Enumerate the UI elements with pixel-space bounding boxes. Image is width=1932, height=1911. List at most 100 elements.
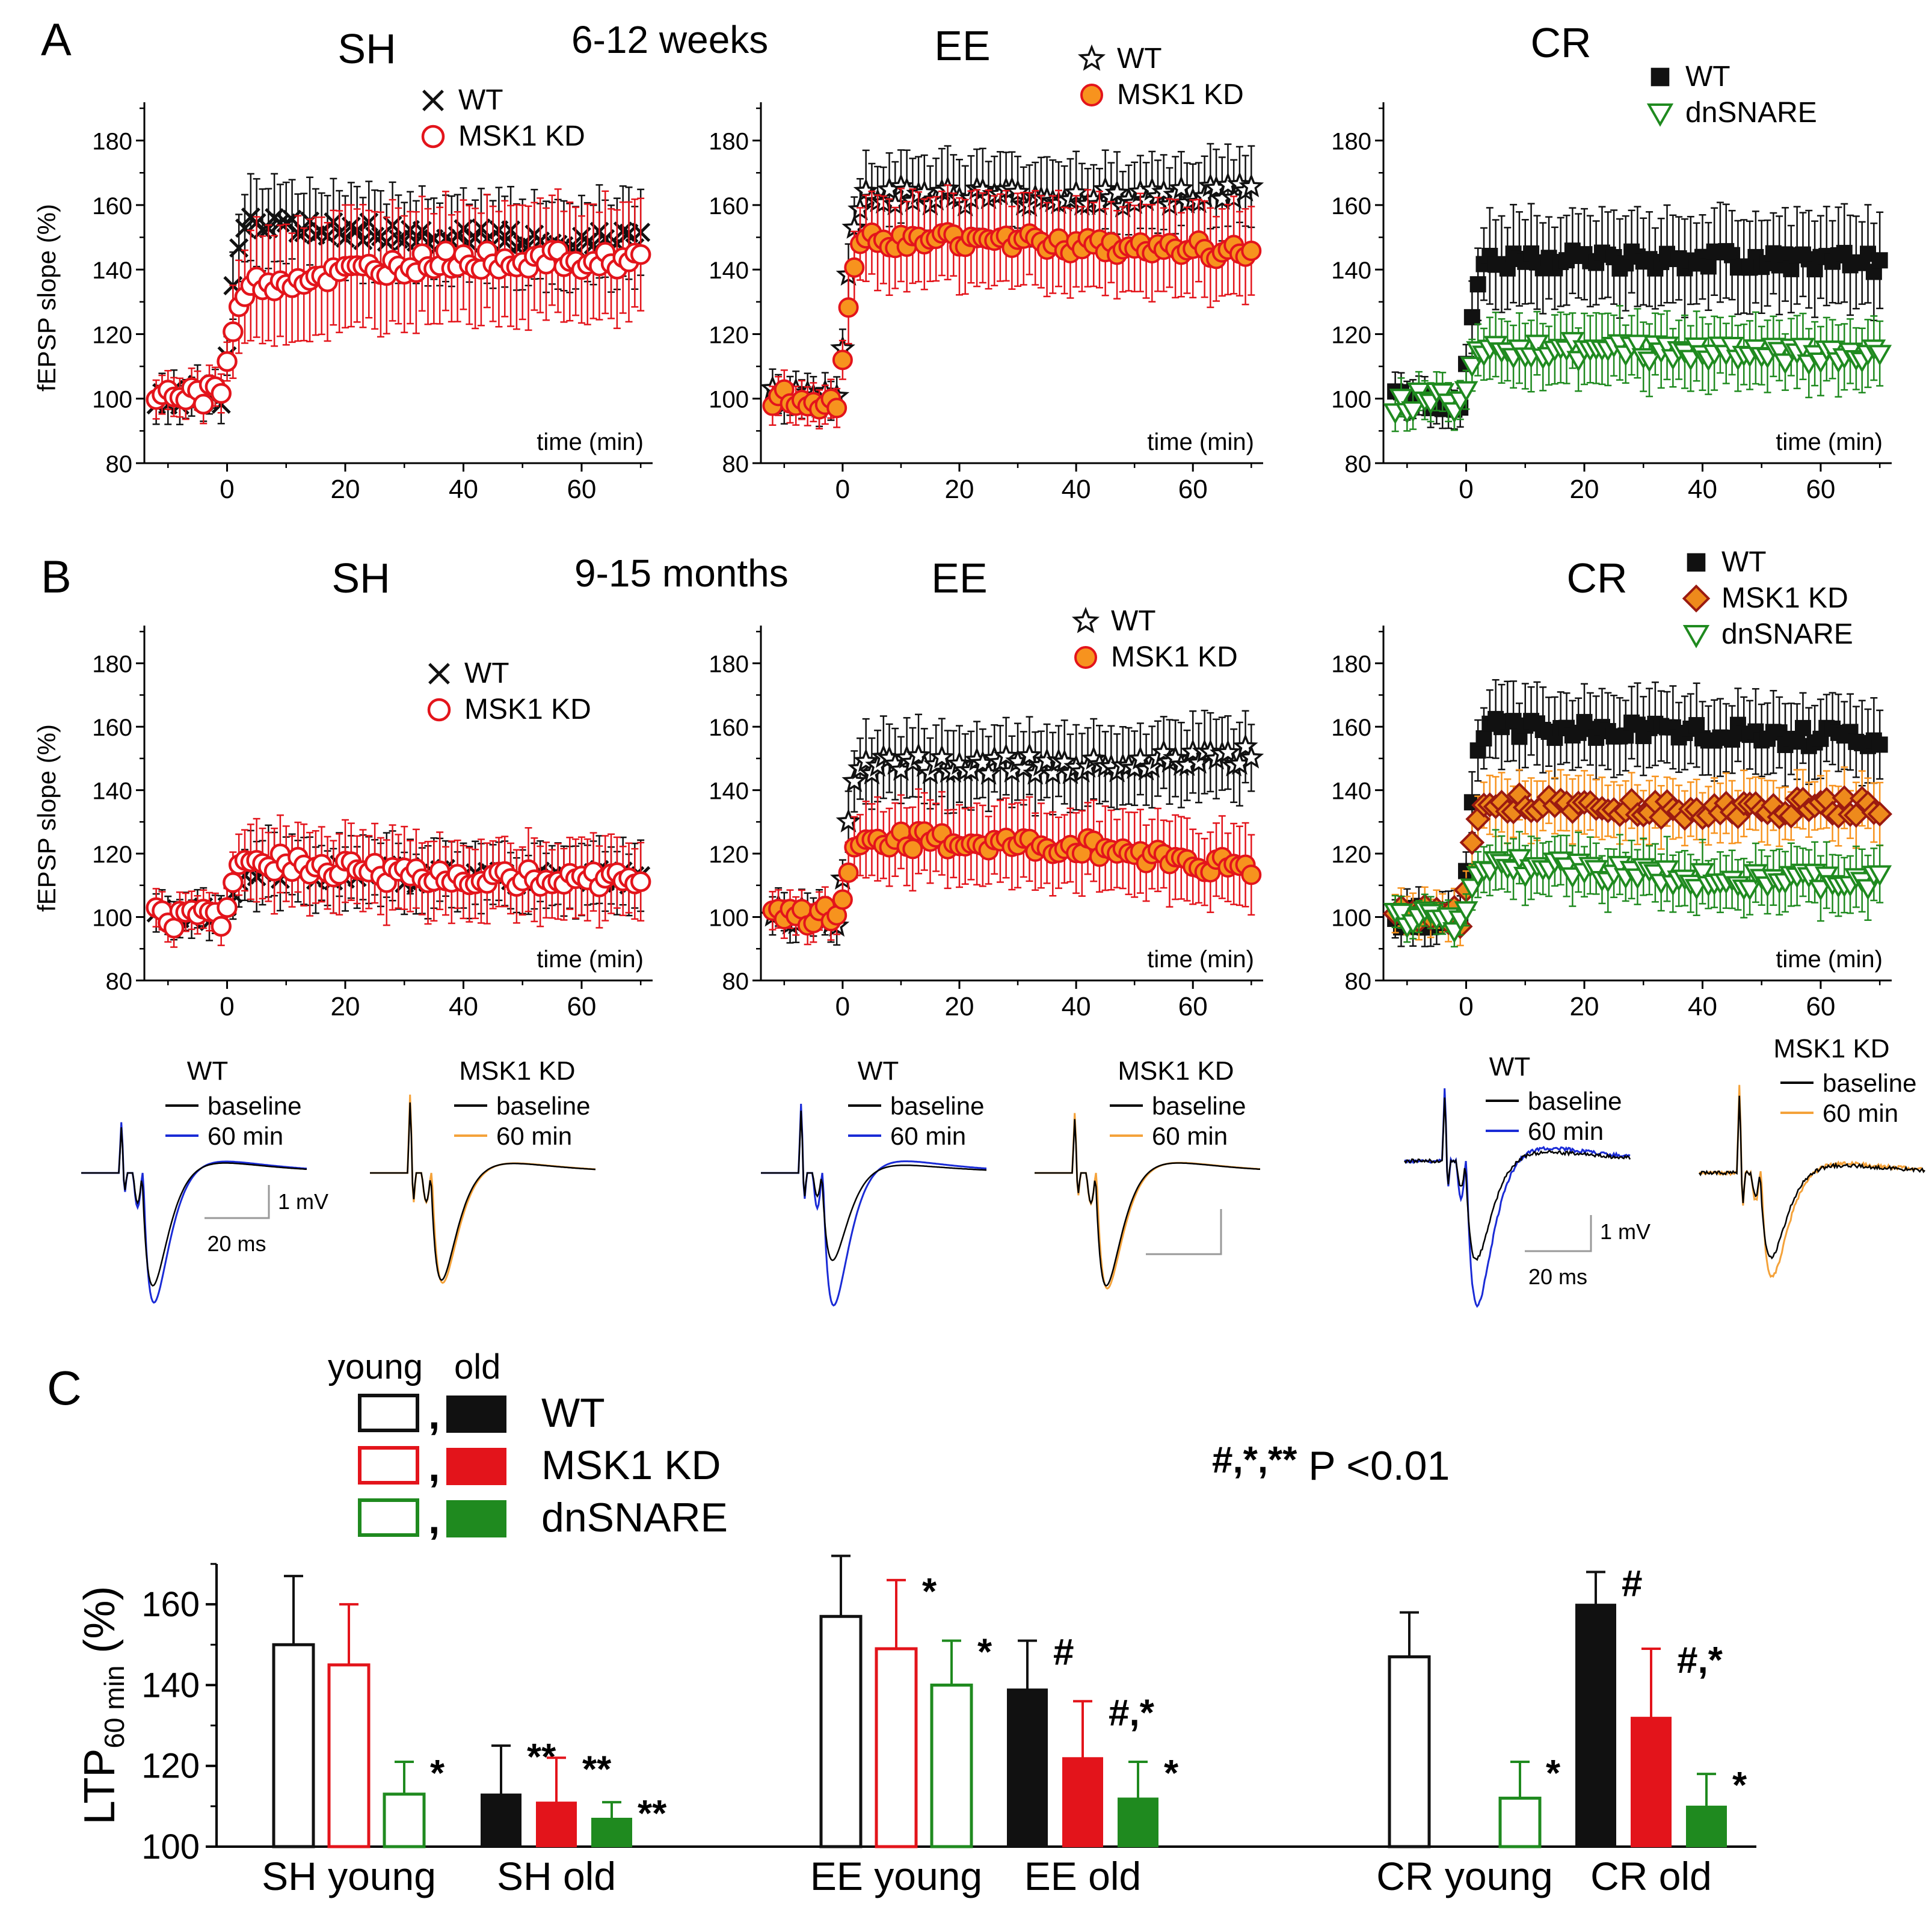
data-point: [993, 743, 1019, 767]
x-tick-label: 20: [1570, 992, 1599, 1021]
data-point: [1469, 276, 1486, 293]
data-point: [1454, 381, 1478, 402]
timecourse-panel-b-sh: 80 100 120 140 160 180 0 20 40 60 time (min) fEPSP …: [32, 555, 653, 1021]
data-point: [835, 808, 861, 832]
y-tick-label: 160: [1331, 193, 1371, 220]
x-tick-label: 0: [835, 475, 850, 504]
p-value-note: #,*,** P <0.01: [1212, 1439, 1450, 1489]
data-point: [211, 383, 232, 404]
x-axis-label: time (min): [1776, 946, 1883, 973]
timecourse-panel-a-sh: 80 100 120 140 160 180 0 20 40 60 time (min) fEPSP …: [32, 25, 653, 504]
trace-baseline: [1404, 1097, 1631, 1261]
legend-label: MSK1 KD: [1721, 582, 1848, 614]
data-point: [223, 872, 244, 893]
legend-old-swatch: [446, 1500, 506, 1537]
data-point: [630, 244, 651, 265]
x-tick-label: 40: [449, 992, 478, 1021]
data-point: [1871, 736, 1888, 753]
data-point: [1051, 748, 1077, 773]
bar: [1631, 1717, 1672, 1847]
y-tick-label: 80: [722, 451, 749, 478]
bar-legend: young old, WT, MSK1 KD, dnSNARE: [328, 1347, 728, 1542]
y-tick-label: 160: [92, 715, 132, 741]
legend-label: WT: [1721, 546, 1767, 578]
scale-mv-label: 1 mV: [1600, 1219, 1651, 1244]
bar-y-axis-label: LTP60 min (%): [76, 1586, 130, 1825]
data-point: [1454, 901, 1478, 923]
series-msk1-kd: [146, 188, 651, 425]
legend-label: WT: [1111, 605, 1156, 637]
legend-label: dnSNARE: [1721, 618, 1853, 650]
legend-label: WT: [1117, 43, 1162, 75]
x-tick-label: 20: [1570, 475, 1599, 504]
bar-y-tick-label: 140: [141, 1666, 200, 1705]
y-tick-label: 80: [106, 451, 133, 478]
data-point: [902, 839, 923, 860]
legend-old-swatch: [446, 1448, 506, 1485]
data-point: [1794, 719, 1811, 736]
data-point: [1241, 240, 1262, 261]
data-point: [1690, 863, 1715, 884]
data-point: [1430, 383, 1455, 405]
data-point: [1401, 401, 1426, 422]
legend-header-young: young: [328, 1347, 423, 1386]
x-tick-label: 60: [1806, 992, 1835, 1021]
legend-entry: MSK1 KD: [1080, 79, 1244, 111]
legend-entry: dnSNARE: [1682, 618, 1853, 650]
data-point: [1554, 857, 1579, 879]
trace-baseline: [761, 1110, 987, 1261]
series-wt: [760, 709, 1264, 946]
legend-entry: MSK1 KD: [421, 120, 585, 152]
bar: [1007, 1688, 1048, 1847]
data-point: [1151, 739, 1177, 763]
significance-mark: **: [582, 1749, 612, 1790]
y-tick-label: 140: [92, 257, 132, 284]
data-point: [1868, 345, 1892, 366]
legend-comma: ,: [428, 1495, 440, 1542]
min60-legend-label: 60 min: [208, 1122, 283, 1150]
panel-letter-b: B: [41, 552, 72, 603]
data-point: [217, 351, 238, 372]
baseline-legend-label: baseline: [1528, 1087, 1622, 1115]
legend-entry-label: MSK1 KD: [541, 1442, 721, 1488]
x-tick-label: 0: [1459, 992, 1473, 1021]
x-tick-label: 0: [835, 992, 850, 1021]
y-tick-label: 100: [1331, 387, 1371, 413]
timecourse-panel-b-ee: 80 100 120 140 160 180 0 20 40 60 time (min) EE WT MS…: [709, 555, 1264, 1021]
data-point: [1238, 173, 1264, 198]
panel-title: CR: [1530, 19, 1591, 66]
min60-legend-label: 60 min: [890, 1122, 966, 1150]
x-tick-label: 60: [567, 992, 596, 1021]
x-tick-label: 40: [1688, 475, 1717, 504]
data-point: [1738, 879, 1762, 901]
significance-mark: **: [638, 1793, 667, 1835]
bar-y-tick-label: 120: [141, 1747, 200, 1786]
scale-bar: [1146, 1209, 1222, 1255]
significance-mark: *: [1546, 1753, 1561, 1794]
legend-young-swatch: [358, 1498, 419, 1537]
bar: [1575, 1604, 1616, 1847]
data-point: [1625, 334, 1650, 356]
trace-title: WT: [858, 1056, 899, 1086]
y-tick-label: 100: [709, 387, 749, 413]
bar-group-label: EE old: [1024, 1854, 1141, 1898]
legend-young-swatch: [358, 1394, 419, 1432]
data-point: [211, 915, 232, 937]
trace-baseline: [370, 1102, 596, 1281]
y-tick-label: 180: [1331, 129, 1371, 155]
x-tick-label: 0: [1459, 475, 1473, 504]
data-point: [1525, 334, 1549, 356]
panel-letter-c: C: [47, 1361, 82, 1415]
bar: [327, 1663, 371, 1848]
y-tick-label: 180: [92, 651, 132, 678]
legend-entry-label: dnSNARE: [541, 1495, 728, 1540]
series-dnsnare: [1383, 829, 1892, 948]
trace-baseline: [1698, 1095, 1925, 1260]
data-point: [1389, 903, 1414, 925]
timecourse-panel-a-cr: 80 100 120 140 160 180 0 20 40 60 time (min) CR WT dn…: [1331, 19, 1892, 504]
x-tick-label: 60: [1178, 992, 1208, 1021]
data-point: [192, 393, 214, 415]
y-tick-label: 140: [1331, 778, 1371, 805]
significance-mark: *: [1732, 1765, 1747, 1806]
